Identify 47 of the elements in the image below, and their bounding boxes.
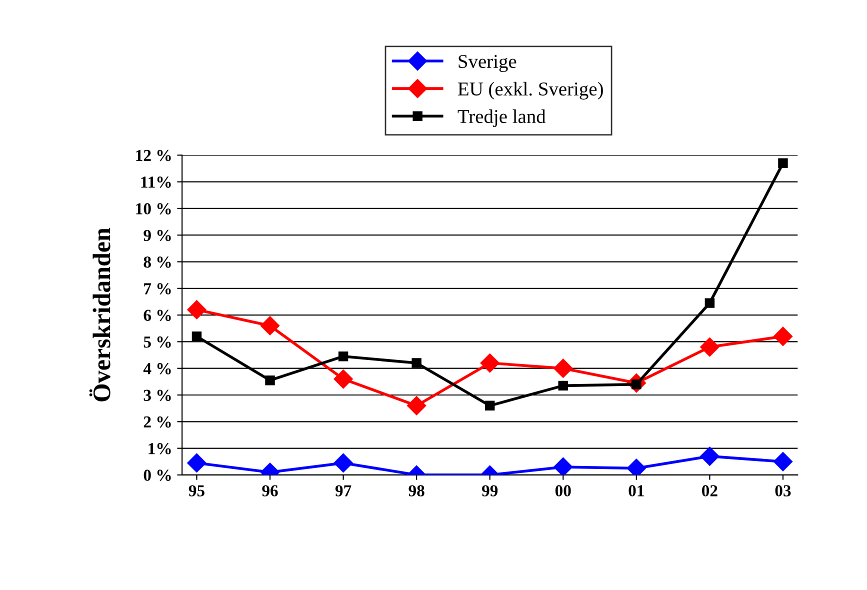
point bbox=[412, 358, 422, 368]
legend-label: Sverige bbox=[458, 54, 516, 72]
point bbox=[334, 453, 353, 472]
legend-label: Tredje land bbox=[458, 109, 546, 128]
point bbox=[192, 332, 202, 342]
x-tick-label: 98 bbox=[408, 485, 424, 496]
point bbox=[773, 326, 793, 346]
x-tick-label: 99 bbox=[482, 485, 498, 496]
point bbox=[484, 400, 495, 411]
x-tick-label: 97 bbox=[335, 485, 352, 496]
point bbox=[700, 446, 720, 466]
point bbox=[558, 380, 568, 391]
y-tick-label: 7 % bbox=[144, 283, 171, 294]
x-tick-label: 03 bbox=[775, 485, 791, 496]
point bbox=[260, 316, 280, 336]
point bbox=[554, 358, 573, 378]
y-tick-label: 12 % bbox=[136, 150, 171, 162]
y-tick-label: 8 % bbox=[144, 256, 171, 268]
x-tick-label: 95 bbox=[188, 485, 204, 496]
point bbox=[554, 457, 573, 475]
y-tick-label: 3 % bbox=[144, 390, 171, 402]
point bbox=[778, 158, 788, 168]
x-tick-label: 02 bbox=[702, 485, 718, 496]
point bbox=[334, 369, 353, 389]
point bbox=[265, 375, 275, 386]
y-tick-label: 2 % bbox=[144, 416, 171, 428]
point bbox=[480, 353, 500, 373]
x-tick-label: 01 bbox=[628, 485, 644, 496]
y-tick-label: 11% bbox=[141, 176, 171, 188]
y-tick-label: 10 % bbox=[136, 203, 171, 214]
y-tick-label: 6 % bbox=[144, 310, 171, 322]
point bbox=[773, 452, 793, 472]
y-tick-label: 4 % bbox=[143, 363, 171, 374]
point bbox=[187, 453, 206, 472]
point bbox=[700, 338, 720, 357]
y-tick-label: 5 % bbox=[144, 336, 171, 348]
point bbox=[187, 300, 206, 320]
y-axis-title: Överskridanden bbox=[89, 228, 110, 402]
x-tick-label: 00 bbox=[555, 485, 571, 496]
legend-label: EU (exkl. Sverige) bbox=[458, 82, 603, 100]
y-tick-label: 1% bbox=[148, 443, 171, 454]
y-tick-label: 0 % bbox=[144, 470, 171, 481]
point bbox=[338, 352, 348, 362]
point bbox=[407, 396, 426, 416]
y-tick-label: 9 % bbox=[144, 230, 171, 242]
point bbox=[704, 298, 715, 308]
x-tick-label: 96 bbox=[262, 485, 278, 496]
